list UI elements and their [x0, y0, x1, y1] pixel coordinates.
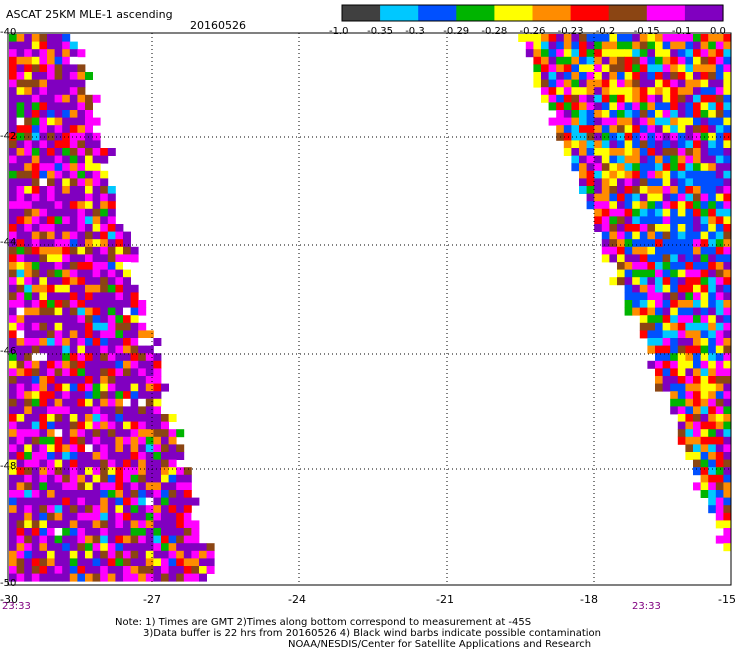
y-tick-label: -44	[0, 237, 17, 248]
note-line-1: Note: 1) Times are GMT 2)Times along bot…	[115, 617, 532, 628]
x-tick-label: -30	[0, 593, 18, 606]
colorbar-swatch	[570, 5, 610, 21]
colorbar-label: -0.23	[557, 26, 584, 37]
colorbar-label: -0.29	[443, 26, 470, 37]
colorbar-swatch	[608, 5, 648, 21]
y-tick-label: -40	[0, 27, 17, 38]
colorbar-swatch	[494, 5, 534, 21]
colorbar-label: 0.0	[710, 26, 726, 37]
colorbar-swatch	[418, 5, 457, 21]
colorbar-label: -0.1	[671, 26, 692, 37]
colorbar-label: -0.26	[519, 26, 546, 37]
colorbar-swatch	[684, 5, 724, 21]
map-frame	[7, 32, 732, 586]
colorbar-swatch	[646, 5, 686, 21]
colorbar-label: -0.3	[405, 26, 425, 37]
x-tick-label: -15	[718, 593, 736, 606]
x-tick-label: -27	[143, 593, 161, 606]
note-line-3: NOAA/NESDIS/Center for Satellite Applica…	[288, 639, 592, 650]
colorbar-swatch	[456, 5, 495, 21]
y-tick-label: -42	[0, 131, 17, 142]
colorbar-label: -1.0	[329, 26, 349, 37]
y-tick-label: -46	[0, 346, 17, 357]
colorbar-swatch	[342, 5, 381, 21]
data-swaths	[9, 34, 732, 582]
colorbar-swatch	[380, 5, 419, 21]
time-label-right: 23:33	[632, 601, 661, 612]
y-tick-label: -50	[0, 578, 17, 589]
colorbar-swatch	[532, 5, 572, 21]
x-tick-label: -18	[580, 593, 598, 606]
colorbar-label: -0.28	[481, 26, 508, 37]
colorbar-label: -0.15	[633, 26, 660, 37]
y-tick-label: -48	[0, 461, 17, 472]
map-title: ASCAT 25KM MLE-1 ascending	[6, 8, 173, 21]
colorbar-label: -0.35	[367, 26, 393, 37]
colorbar	[341, 4, 724, 22]
gridlines	[8, 33, 731, 585]
colorbar-label: -0.2	[595, 26, 616, 37]
x-tick-label: -24	[288, 593, 306, 606]
note-line-2: 3)Data buffer is 22 hrs from 20160526 4)…	[143, 628, 601, 639]
colorbar-outline	[341, 4, 724, 22]
map-date: 20160526	[190, 19, 246, 32]
x-tick-label: -21	[436, 593, 454, 606]
time-label-left: 23:33	[2, 601, 31, 612]
